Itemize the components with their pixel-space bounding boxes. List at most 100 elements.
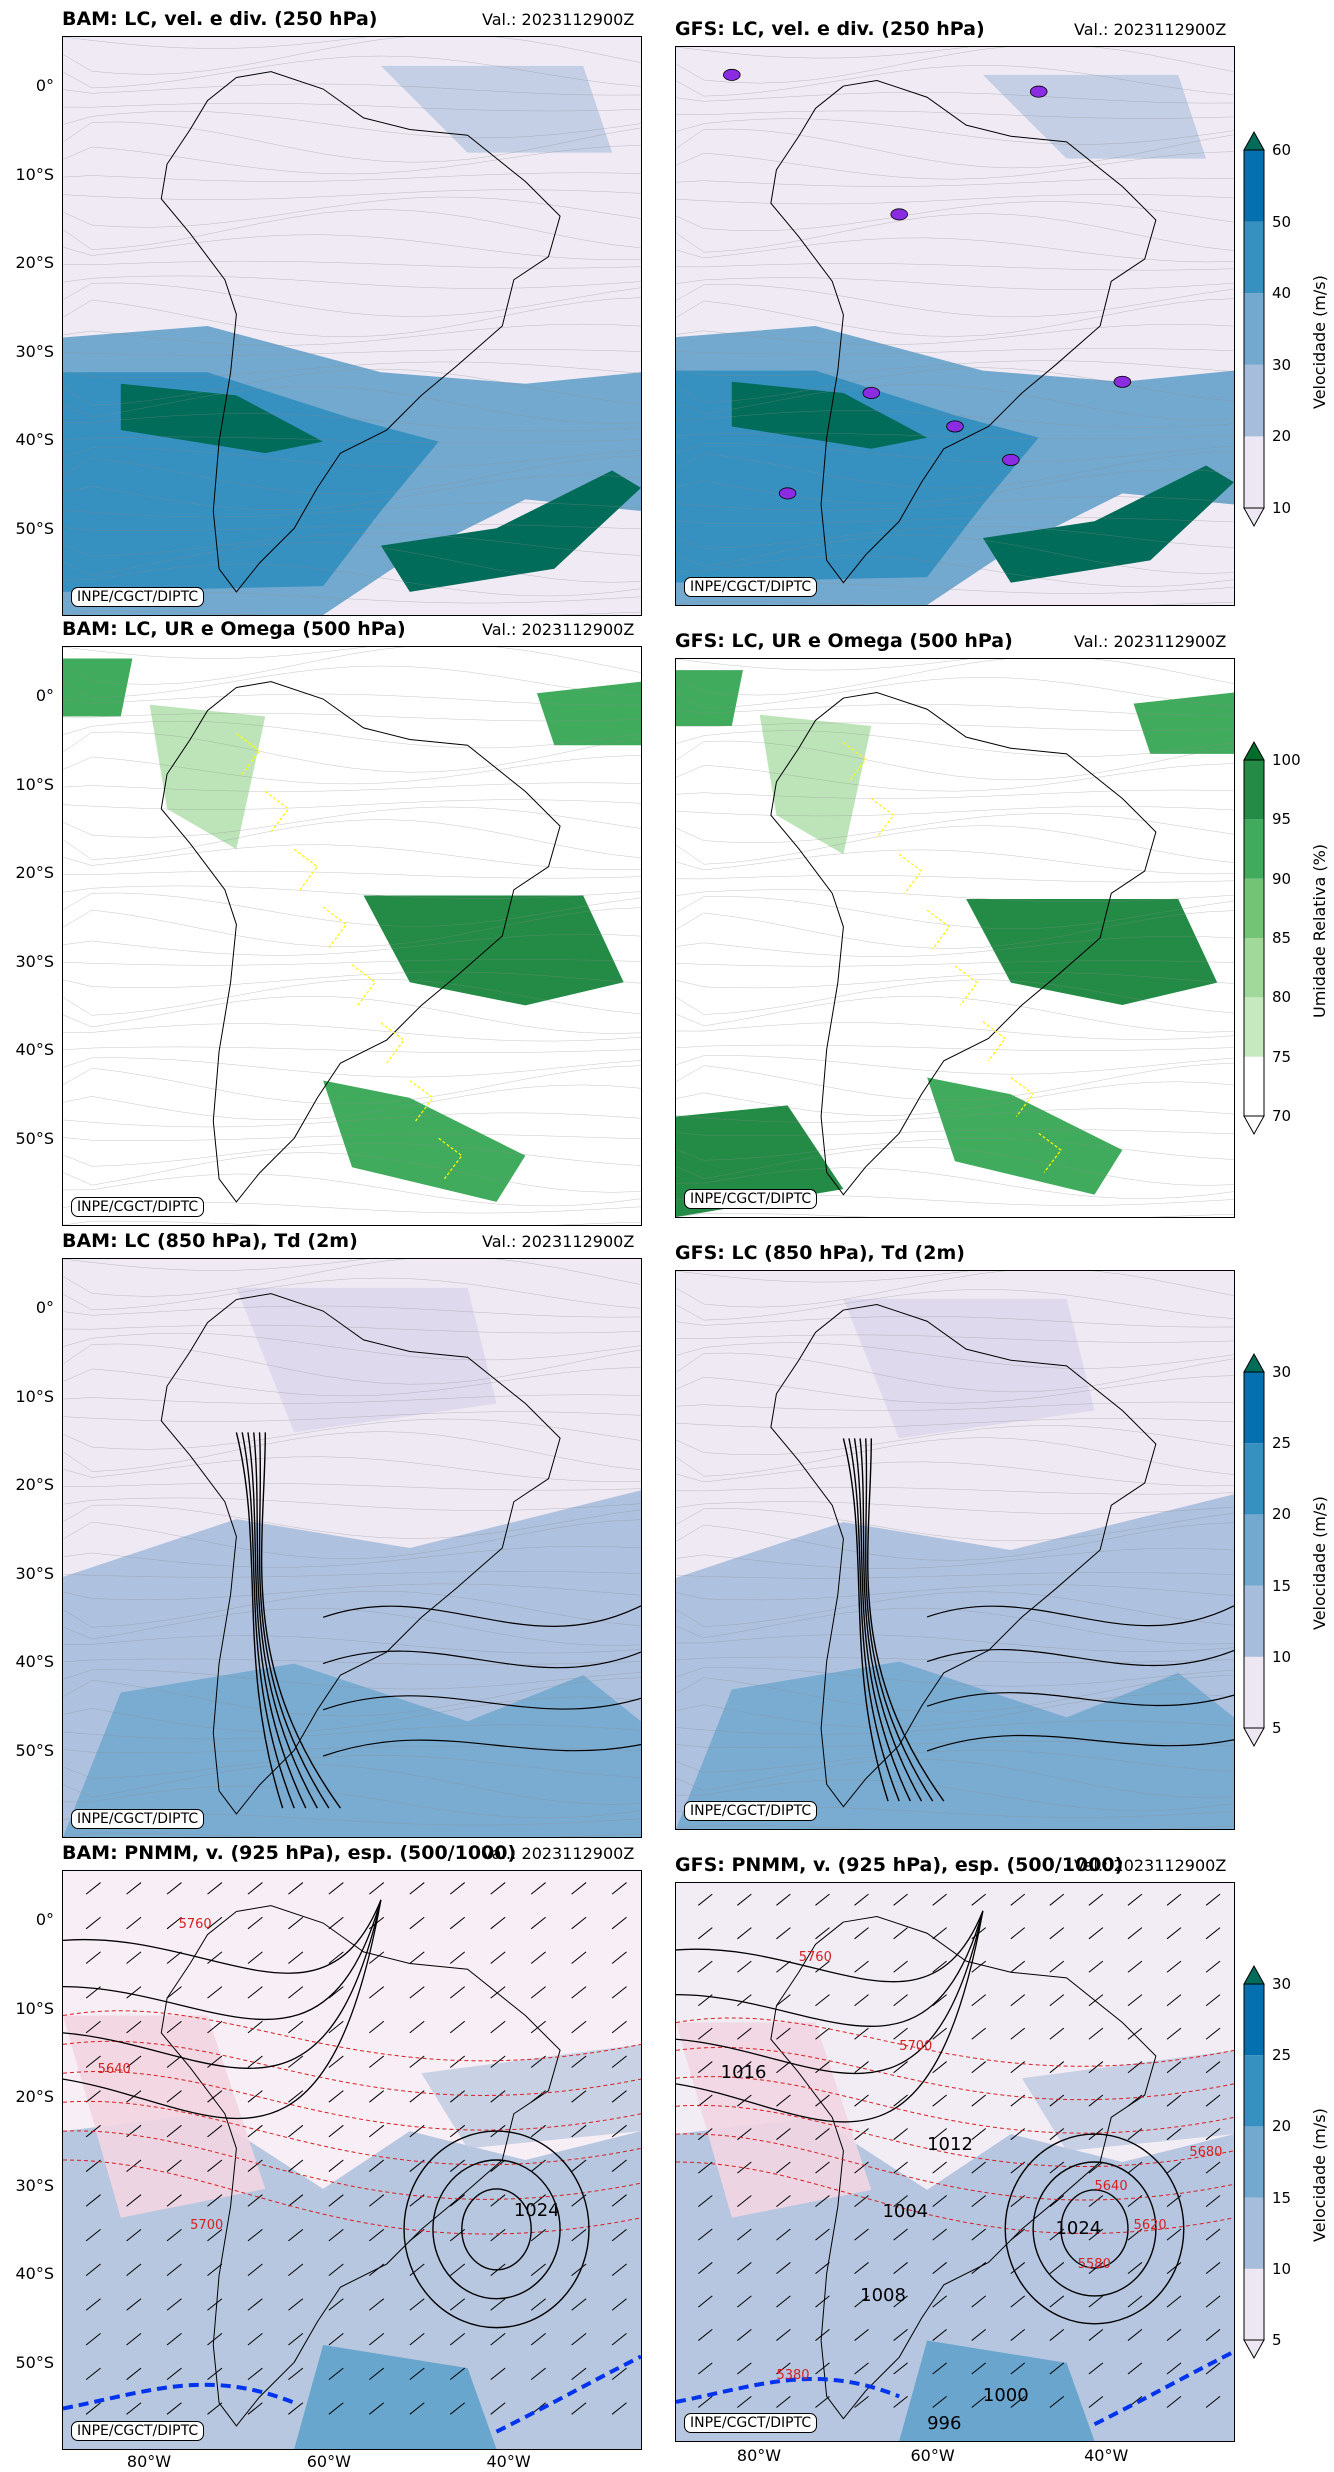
wind-barb [737,1894,751,1905]
wind-barb [855,2363,869,2374]
streamline [676,723,1234,731]
organization-badge: INPE/CGCT/DIPTC [684,577,818,597]
dewpoint-contour [927,1693,1234,1707]
wind-barb [855,1894,869,1905]
colorbar-segment [1244,878,1264,938]
wind-barb [369,2091,383,2103]
wind-barb [698,2028,712,2039]
wind-barb [1050,2062,1064,2073]
wind-barb [248,1883,262,1895]
streamline [676,875,1234,882]
latitude-tick-label: 40°S [15,1040,54,1060]
coastline [771,1916,1156,2418]
wind-barb [248,2091,262,2103]
longitude-tick-label: 80°W [736,2446,782,2465]
wind-barb [369,2333,383,2345]
wind-barb [894,1928,908,1939]
streamline [63,1113,641,1127]
colorbar-tick-label: 25 [1272,1434,1292,1453]
wind-barb [612,1952,626,1964]
wind-barb [410,1917,424,1929]
wind-barb [776,2262,790,2273]
streamline [63,1498,641,1511]
wind-barb [329,2403,343,2415]
streamline [676,1418,1234,1428]
wind-barb [288,2264,302,2276]
shading-band [380,65,613,153]
wind-barb [167,2056,181,2068]
wind-barb [894,2329,908,2340]
streamline [676,1271,1234,1307]
wind-barb [86,2299,100,2311]
wind-barb [248,2021,262,2033]
streamline [676,201,1234,230]
longitude-tick-label: 60°W [306,2452,351,2471]
organization-badge: INPE/CGCT/DIPTC [684,1189,818,1209]
wind-barb [572,2125,586,2137]
organization-badge: INPE/CGCT/DIPTC [684,1801,818,1821]
wind-barb [855,2062,869,2073]
wind-barb [491,1987,505,1999]
colorbar-tick-label: 30 [1272,355,1292,374]
wind-barb [1167,1928,1181,1939]
colorbar-segment [1244,997,1264,1057]
wind-barb [248,2056,262,2068]
contour-label: 5700 [899,2039,933,2055]
wind-barb [816,1894,830,1905]
dewpoint-contour [323,1740,641,1756]
streamline [63,871,641,878]
streamline [63,1755,641,1778]
wind-barb [1206,1928,1220,1939]
wind-barb [972,2262,986,2273]
streamline [63,1678,641,1716]
streamline [63,972,641,988]
colorbar-segment [1244,2126,1264,2198]
wind-barb [86,2403,100,2415]
pressure-isobar [676,1911,983,1982]
wind-barb [855,2095,869,2106]
wind-barb [288,2195,302,2207]
wind-barb [1089,2195,1103,2206]
streamline [676,677,1234,708]
coastline [161,1906,560,2426]
wind-barb [1167,2296,1181,2307]
streamline [676,1487,1234,1494]
streamline [676,152,1234,180]
wind-barb [698,2162,712,2173]
latitude-tick-label: 10°S [15,1998,54,2018]
wind-barb [933,2062,947,2073]
wind-barb [1128,2062,1142,2073]
wind-barb [491,2056,505,2068]
wind-barb [816,2229,830,2240]
wind-barb [1206,2329,1220,2340]
panel-title: BAM: LC, UR e Omega (500 hPa) [62,618,406,640]
colorbar-segment [1244,760,1264,820]
colorbar-segment [1243,130,1265,151]
streamline [63,261,641,268]
streamline [676,1592,1234,1627]
omega-contour [1039,1133,1061,1172]
wind-barb [972,1961,986,1972]
wind-barb [698,2062,712,2073]
longitude-tick-label: 40°W [486,2452,531,2471]
wind-barb [698,2229,712,2240]
latitude-tick-label: 40°S [15,2264,54,2284]
wind-barb [208,1917,222,1929]
streamline [63,1786,641,1818]
wind-barb [450,2264,464,2276]
colorbar-segment [1244,1514,1264,1586]
wind-barb [776,1928,790,1939]
thickness-contour [63,2011,641,2061]
wind-barb [531,1883,545,1895]
streamline [676,129,1234,168]
wind-barb [369,2056,383,2068]
wind-barb [855,2229,869,2240]
wind-barb [1167,2329,1181,2340]
streamline [63,456,641,494]
streamline [63,1024,641,1042]
streamline [63,1066,641,1104]
wind-barb [329,2056,343,2068]
wind-barb [491,2368,505,2380]
streamline [676,214,1234,253]
streamline [676,1335,1234,1343]
